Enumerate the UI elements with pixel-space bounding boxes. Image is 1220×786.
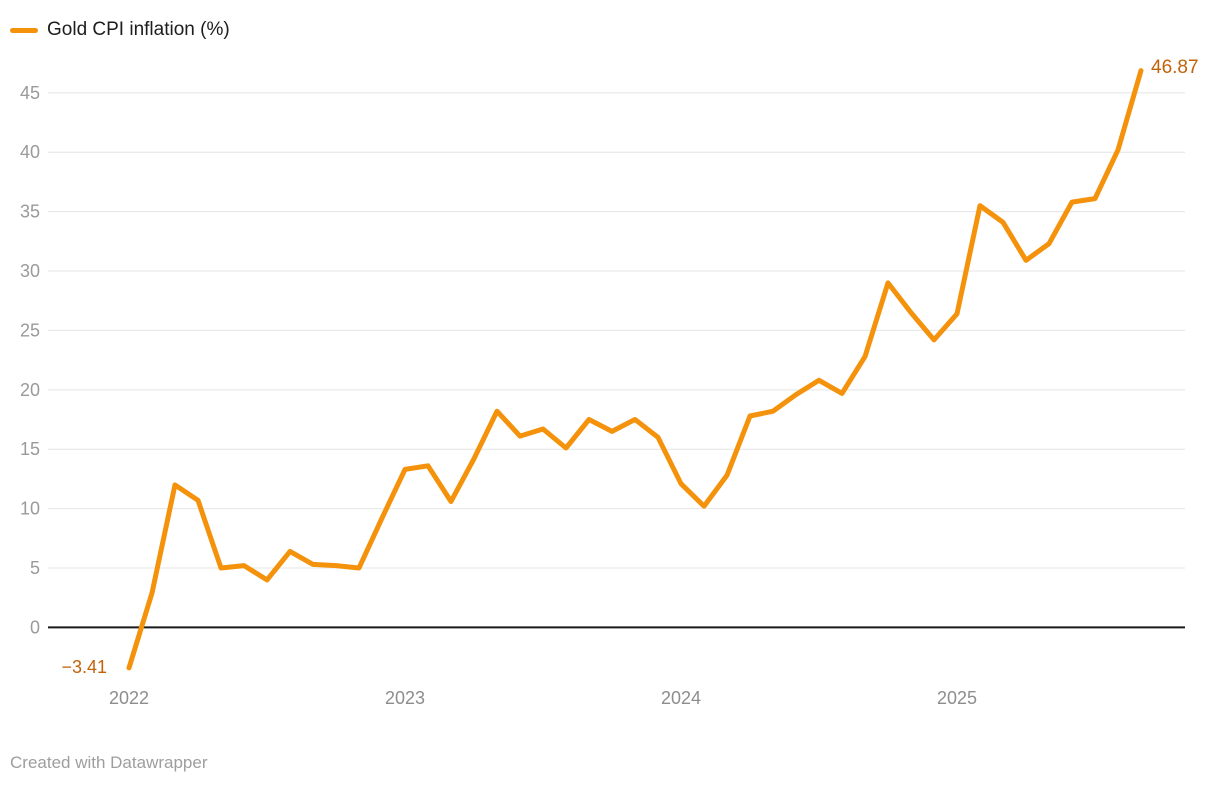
x-tick-label: 2025 [937, 688, 977, 708]
legend-label: Gold CPI inflation (%) [47, 19, 230, 40]
legend: Gold CPI inflation (%) [10, 16, 230, 44]
y-tick-label: 0 [30, 617, 40, 637]
y-tick-label: 35 [20, 202, 40, 222]
end-value-label: 46.87 [1151, 57, 1199, 78]
start-value-label: −3.41 [61, 657, 107, 677]
x-tick-label: 2022 [109, 688, 149, 708]
y-tick-label: 10 [20, 499, 40, 519]
y-tick-label: 20 [20, 380, 40, 400]
x-tick-label: 2024 [661, 688, 701, 708]
series-line [126, 68, 1144, 671]
y-tick-label: 30 [20, 261, 40, 281]
legend-line-swatch [10, 27, 38, 33]
y-tick-label: 25 [20, 320, 40, 340]
y-tick-label: 45 [20, 83, 40, 103]
x-tick-label: 2023 [385, 688, 425, 708]
y-tick-label: 40 [20, 142, 40, 162]
y-tick-label: 5 [30, 558, 40, 578]
y-tick-label: 15 [20, 439, 40, 459]
datawrapper-credit: Created with Datawrapper [10, 753, 208, 772]
